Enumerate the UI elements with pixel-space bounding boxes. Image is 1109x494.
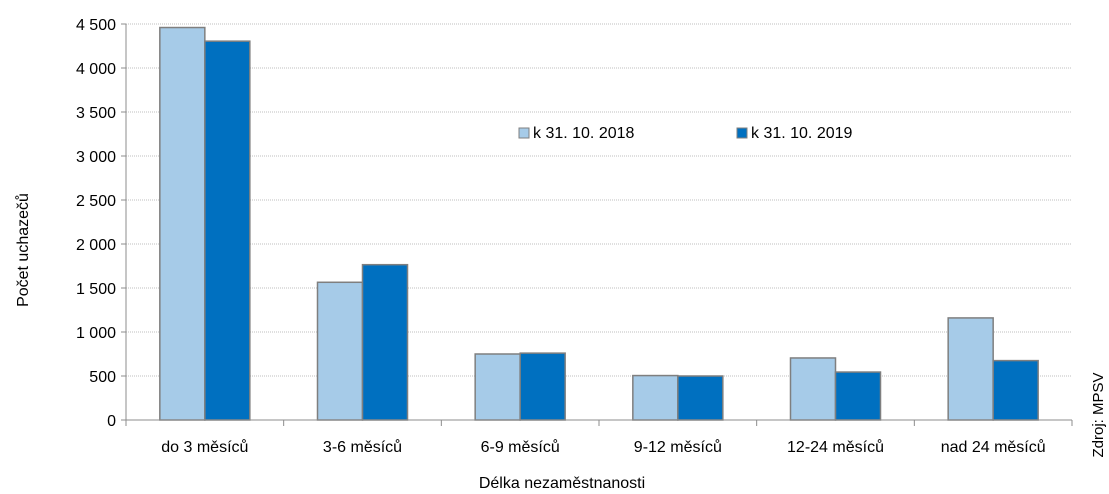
y-axis-title: Počet uchazečů [14,193,32,307]
bar-2018 [159,26,206,421]
bar-2019 [834,371,882,421]
y-tick-label: 500 [89,369,116,386]
bar-2019 [204,40,251,421]
bar-2019 [519,352,566,421]
y-tick-label: 3 500 [76,105,116,122]
x-tick-label: nad 24 měsíců [941,438,1046,456]
y-tick-label: 0 [107,413,116,430]
bar-2018 [474,353,521,421]
y-tick-label: 2 000 [76,237,116,254]
x-tick-label: 9-12 měsíců [634,438,722,456]
x-axis-title: Délka nezaměstnanosti [479,475,645,492]
y-tick-label: 1 000 [76,325,116,342]
bar-2018 [789,357,837,421]
source-note: Zdroj: MPSV [1090,372,1107,457]
x-tick-label: 6-9 měsíců [481,438,560,456]
axes [125,24,1072,421]
x-tick-label: do 3 měsíců [161,438,248,456]
y-tick-label: 4 500 [76,17,116,34]
x-tick-label: 12-24 měsíců [787,438,884,456]
y-tick-label: 2 500 [76,193,116,210]
y-tick-label: 1 500 [76,281,116,298]
y-tick-labels: 0 500 1 000 1 500 2 000 2 500 3 000 3 500 4 000 4… [76,17,126,430]
gridlines [126,23,1072,377]
y-tick-label: 3 000 [76,149,116,166]
legend: k 31. 10. 2018 k 31. 10. 2019 [518,125,853,142]
x-tick-label: 3-6 měsíců [323,438,402,456]
x-tick-labels: do 3 měsíců 3-6 měsíců 6-9 měsíců 9-12 měsí… [125,420,1073,456]
bars [159,26,1039,421]
bar-2018 [947,317,994,421]
legend-label-2019: k 31. 10. 2019 [751,125,853,142]
legend-swatch-2019 [736,127,748,139]
bar-2019 [992,359,1039,421]
bar-2018 [632,374,679,421]
legend-swatch-2018 [518,127,530,139]
bar-2018 [316,281,364,421]
bar-2019 [677,375,724,421]
y-tick-label: 4 000 [76,61,116,78]
bar-2019 [361,263,409,421]
legend-label-2018: k 31. 10. 2018 [533,125,635,142]
